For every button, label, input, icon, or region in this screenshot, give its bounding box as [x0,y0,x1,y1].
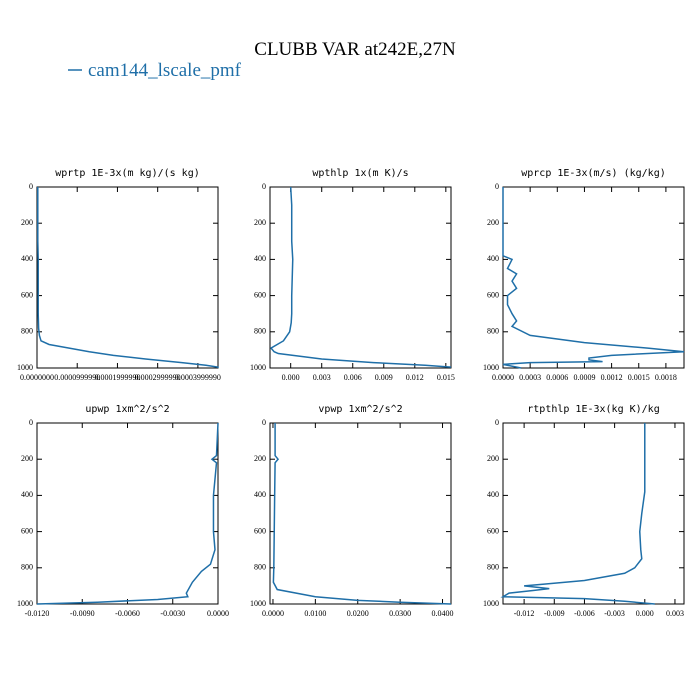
panel-title: vpwp 1xm^2/s^2 [318,404,402,415]
y-tick-label: 200 [487,218,499,227]
x-tick-label: -0.003 [604,609,625,618]
x-tick-label: 0.009 [375,373,393,382]
y-tick-label: 800 [487,327,499,336]
y-tick-label: 200 [254,218,266,227]
x-tick-label: 0.0100 [304,609,326,618]
y-tick-label: 600 [254,526,266,535]
x-tick-label: 0.0300 [389,609,411,618]
y-tick-label: 1000 [17,363,33,372]
y-tick-label: 1000 [17,599,33,608]
x-tick-label: 0.0009 [573,373,595,382]
x-tick-label: -0.012 [514,609,535,618]
y-tick-label: 1000 [250,363,266,372]
x-tick-label: 0.000 [636,609,654,618]
panel-title: wprcp 1E-3x(m/s) (kg/kg) [521,168,666,179]
x-tick-label: 0.0000 [492,373,514,382]
x-tick-label: 0.0012 [601,373,623,382]
y-tick-label: 600 [487,526,499,535]
x-tick-label: -0.009 [544,609,565,618]
plot-frame [269,186,452,369]
x-tick-label: 0.0000999990 [54,373,100,382]
x-tick-label: 0.0003 [519,373,541,382]
y-tick-label: 600 [254,290,266,299]
profile-line [36,422,219,605]
plot-frame [502,422,685,605]
y-tick-label: 400 [21,490,33,499]
panel-title: rtpthlp 1E-3x(kg K)/kg [527,404,659,415]
x-tick-label: 0.000 [282,373,300,382]
y-tick-label: 400 [21,254,33,263]
y-tick-label: 800 [254,563,266,572]
plot-frame [269,422,452,605]
y-tick-label: 1000 [483,599,499,608]
y-tick-label: 0 [262,418,266,427]
x-tick-label: 0.015 [437,373,455,382]
y-tick-label: 800 [487,563,499,572]
x-tick-label: 0.006 [344,373,362,382]
y-tick-label: 0 [495,418,499,427]
y-tick-label: 200 [21,454,33,463]
y-tick-label: 200 [254,454,266,463]
x-tick-label: -0.0120 [25,609,50,618]
panel-title: wprtp 1E-3x(m kg)/(s kg) [55,168,200,179]
x-tick-label: 0.0003999990 [175,373,221,382]
x-tick-label: 0.0000000 [20,373,54,382]
panel-title: wpthlp 1x(m K)/s [312,168,408,179]
y-tick-label: 0 [29,418,33,427]
legend-label: cam144_lscale_pmf [88,60,242,81]
y-tick-label: 400 [254,254,266,263]
y-tick-label: 800 [21,327,33,336]
x-tick-label: 0.0200 [347,609,369,618]
y-tick-label: 0 [262,182,266,191]
profile-line [502,187,685,369]
y-tick-label: 600 [21,290,33,299]
y-tick-label: 200 [487,454,499,463]
x-tick-label: 0.0018 [655,373,677,382]
profile-line [269,186,452,368]
x-tick-label: 0.0015 [628,373,650,382]
profile-line [500,423,655,605]
x-tick-label: 0.003 [666,609,684,618]
x-tick-label: 0.0000 [207,609,229,618]
y-tick-label: 0 [495,182,499,191]
panel-title: upwp 1xm^2/s^2 [85,404,169,415]
y-tick-label: 600 [21,526,33,535]
profile-line [37,187,219,368]
x-tick-label: 0.0400 [432,609,454,618]
y-tick-label: 800 [21,563,33,572]
plot-frame [502,186,685,369]
x-tick-label: 0.0006 [546,373,568,382]
y-tick-label: 800 [254,327,266,336]
x-tick-label: -0.0060 [115,609,140,618]
figure-title: CLUBB VAR at242E,27N [254,39,456,60]
y-tick-label: 400 [254,490,266,499]
profile-line [272,423,452,605]
x-tick-label: 0.0001999990 [94,373,140,382]
y-tick-label: 400 [487,254,499,263]
x-tick-label: 0.012 [406,373,424,382]
y-tick-label: 1000 [250,599,266,608]
y-tick-label: 600 [487,290,499,299]
plot-frame [36,186,219,369]
y-tick-label: 1000 [483,363,499,372]
x-tick-label: -0.0090 [70,609,95,618]
x-tick-label: 0.0002999990 [135,373,181,382]
x-tick-label: -0.0030 [160,609,185,618]
x-tick-label: 0.003 [313,373,331,382]
y-tick-label: 400 [487,490,499,499]
x-tick-label: 0.0000 [262,609,284,618]
y-tick-label: 0 [29,182,33,191]
y-tick-label: 200 [21,218,33,227]
x-tick-label: -0.006 [574,609,595,618]
